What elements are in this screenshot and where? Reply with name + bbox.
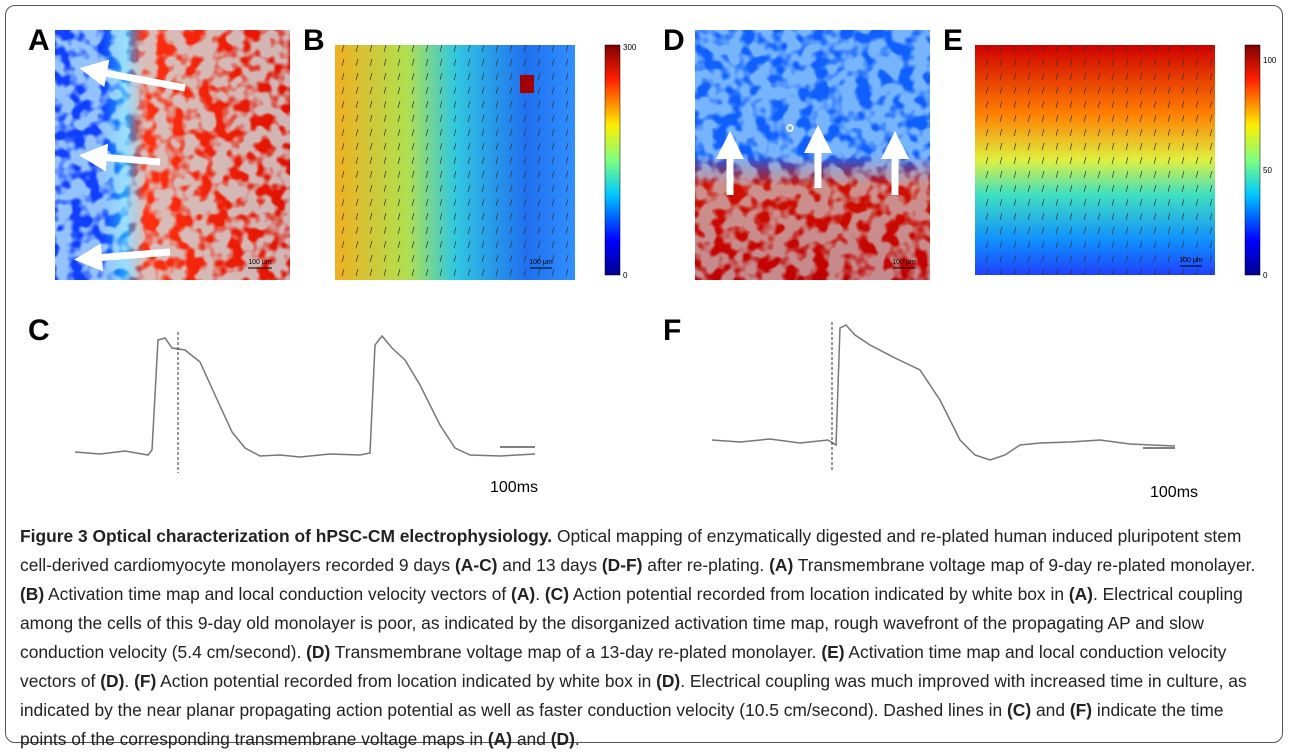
caption-bold: (D) bbox=[306, 642, 331, 662]
scale-label: 100ms bbox=[490, 479, 538, 496]
caption-bold: (F) bbox=[1069, 700, 1093, 720]
colorbar bbox=[604, 44, 621, 276]
caption-text: . Electrical coupling among the cells of… bbox=[20, 584, 1243, 662]
panel-letter: E bbox=[943, 24, 963, 57]
caption-text: Optical mapping of enzymatically digeste… bbox=[20, 526, 1242, 575]
colorbar-label: 0 bbox=[623, 271, 628, 280]
caption-text: Transmembrane voltage map of 9-day re-pl… bbox=[793, 555, 1256, 575]
panel-letter: F bbox=[663, 314, 681, 347]
figure: A 100 μm B 100 μm 300 0 D 100 μm E 100 μ… bbox=[28, 24, 1277, 501]
colorbar-label: 100 bbox=[1263, 56, 1277, 65]
caption-bold: (A) bbox=[769, 555, 794, 575]
caption-bold: (C) bbox=[1007, 700, 1032, 720]
caption-bold: (D) bbox=[656, 671, 681, 691]
panel-letter: C bbox=[28, 314, 50, 347]
scale-label: 100 μm bbox=[248, 259, 272, 266]
caption-bold: (E) bbox=[821, 642, 845, 662]
colorbar-label: 50 bbox=[1263, 166, 1272, 175]
caption-bold: (C) bbox=[544, 584, 570, 604]
scale-label: 100ms bbox=[1150, 484, 1198, 501]
arrows bbox=[74, 59, 186, 272]
arrows bbox=[716, 125, 909, 195]
caption-bold: (A) bbox=[487, 729, 513, 749]
caption-text: after re-plating. bbox=[642, 555, 770, 575]
caption-text: Activation time map and local conduction… bbox=[20, 642, 1227, 691]
scale-label: 100 μm bbox=[1179, 257, 1203, 264]
caption-text: and 13 days bbox=[497, 555, 602, 575]
caption-text: indicate the time points of the correspo… bbox=[20, 700, 1224, 749]
figure-caption: Figure 3 Optical characterization of hPS… bbox=[20, 522, 1270, 754]
caption-text: . bbox=[574, 729, 580, 749]
colorbar-label: 300 bbox=[623, 43, 637, 52]
caption-text: Activation time map and local conduction… bbox=[44, 584, 512, 604]
scale-label: 100 μm bbox=[529, 259, 553, 266]
panel-letter: A bbox=[28, 24, 50, 57]
caption-text: . Electrical coupling was much improved … bbox=[20, 671, 1247, 720]
scale-label: 100 μm bbox=[892, 259, 916, 266]
caption-text: . bbox=[124, 671, 135, 691]
caption-text: . bbox=[535, 584, 545, 604]
caption-text: and bbox=[512, 729, 551, 749]
caption-bold: (B) bbox=[20, 584, 45, 604]
colorbar-label: 0 bbox=[1263, 271, 1268, 280]
figure-frame bbox=[5, 5, 1283, 743]
panel-letter: D bbox=[663, 24, 685, 57]
panel-letter: B bbox=[303, 24, 325, 57]
colorbar bbox=[1244, 44, 1261, 276]
caption-bold: Figure 3 Optical characterization of hPS… bbox=[20, 526, 553, 546]
caption-text: Transmembrane voltage map of a 13-day re… bbox=[330, 642, 822, 662]
caption-bold: (F) bbox=[134, 671, 157, 691]
caption-text: Action potential recorded from location … bbox=[569, 584, 1069, 604]
caption-bold: (A) bbox=[1068, 584, 1093, 604]
caption-bold: (A-C) bbox=[454, 555, 498, 575]
caption-bold: (D) bbox=[550, 729, 575, 749]
caption-text: Action potential recorded from location … bbox=[156, 671, 657, 691]
caption-bold: (D) bbox=[100, 671, 125, 691]
ap-trace bbox=[711, 324, 1176, 461]
ap-trace bbox=[74, 334, 536, 458]
caption-bold: (D-F) bbox=[601, 555, 643, 575]
caption-bold: (A) bbox=[511, 584, 536, 604]
caption-text: and bbox=[1031, 700, 1070, 720]
